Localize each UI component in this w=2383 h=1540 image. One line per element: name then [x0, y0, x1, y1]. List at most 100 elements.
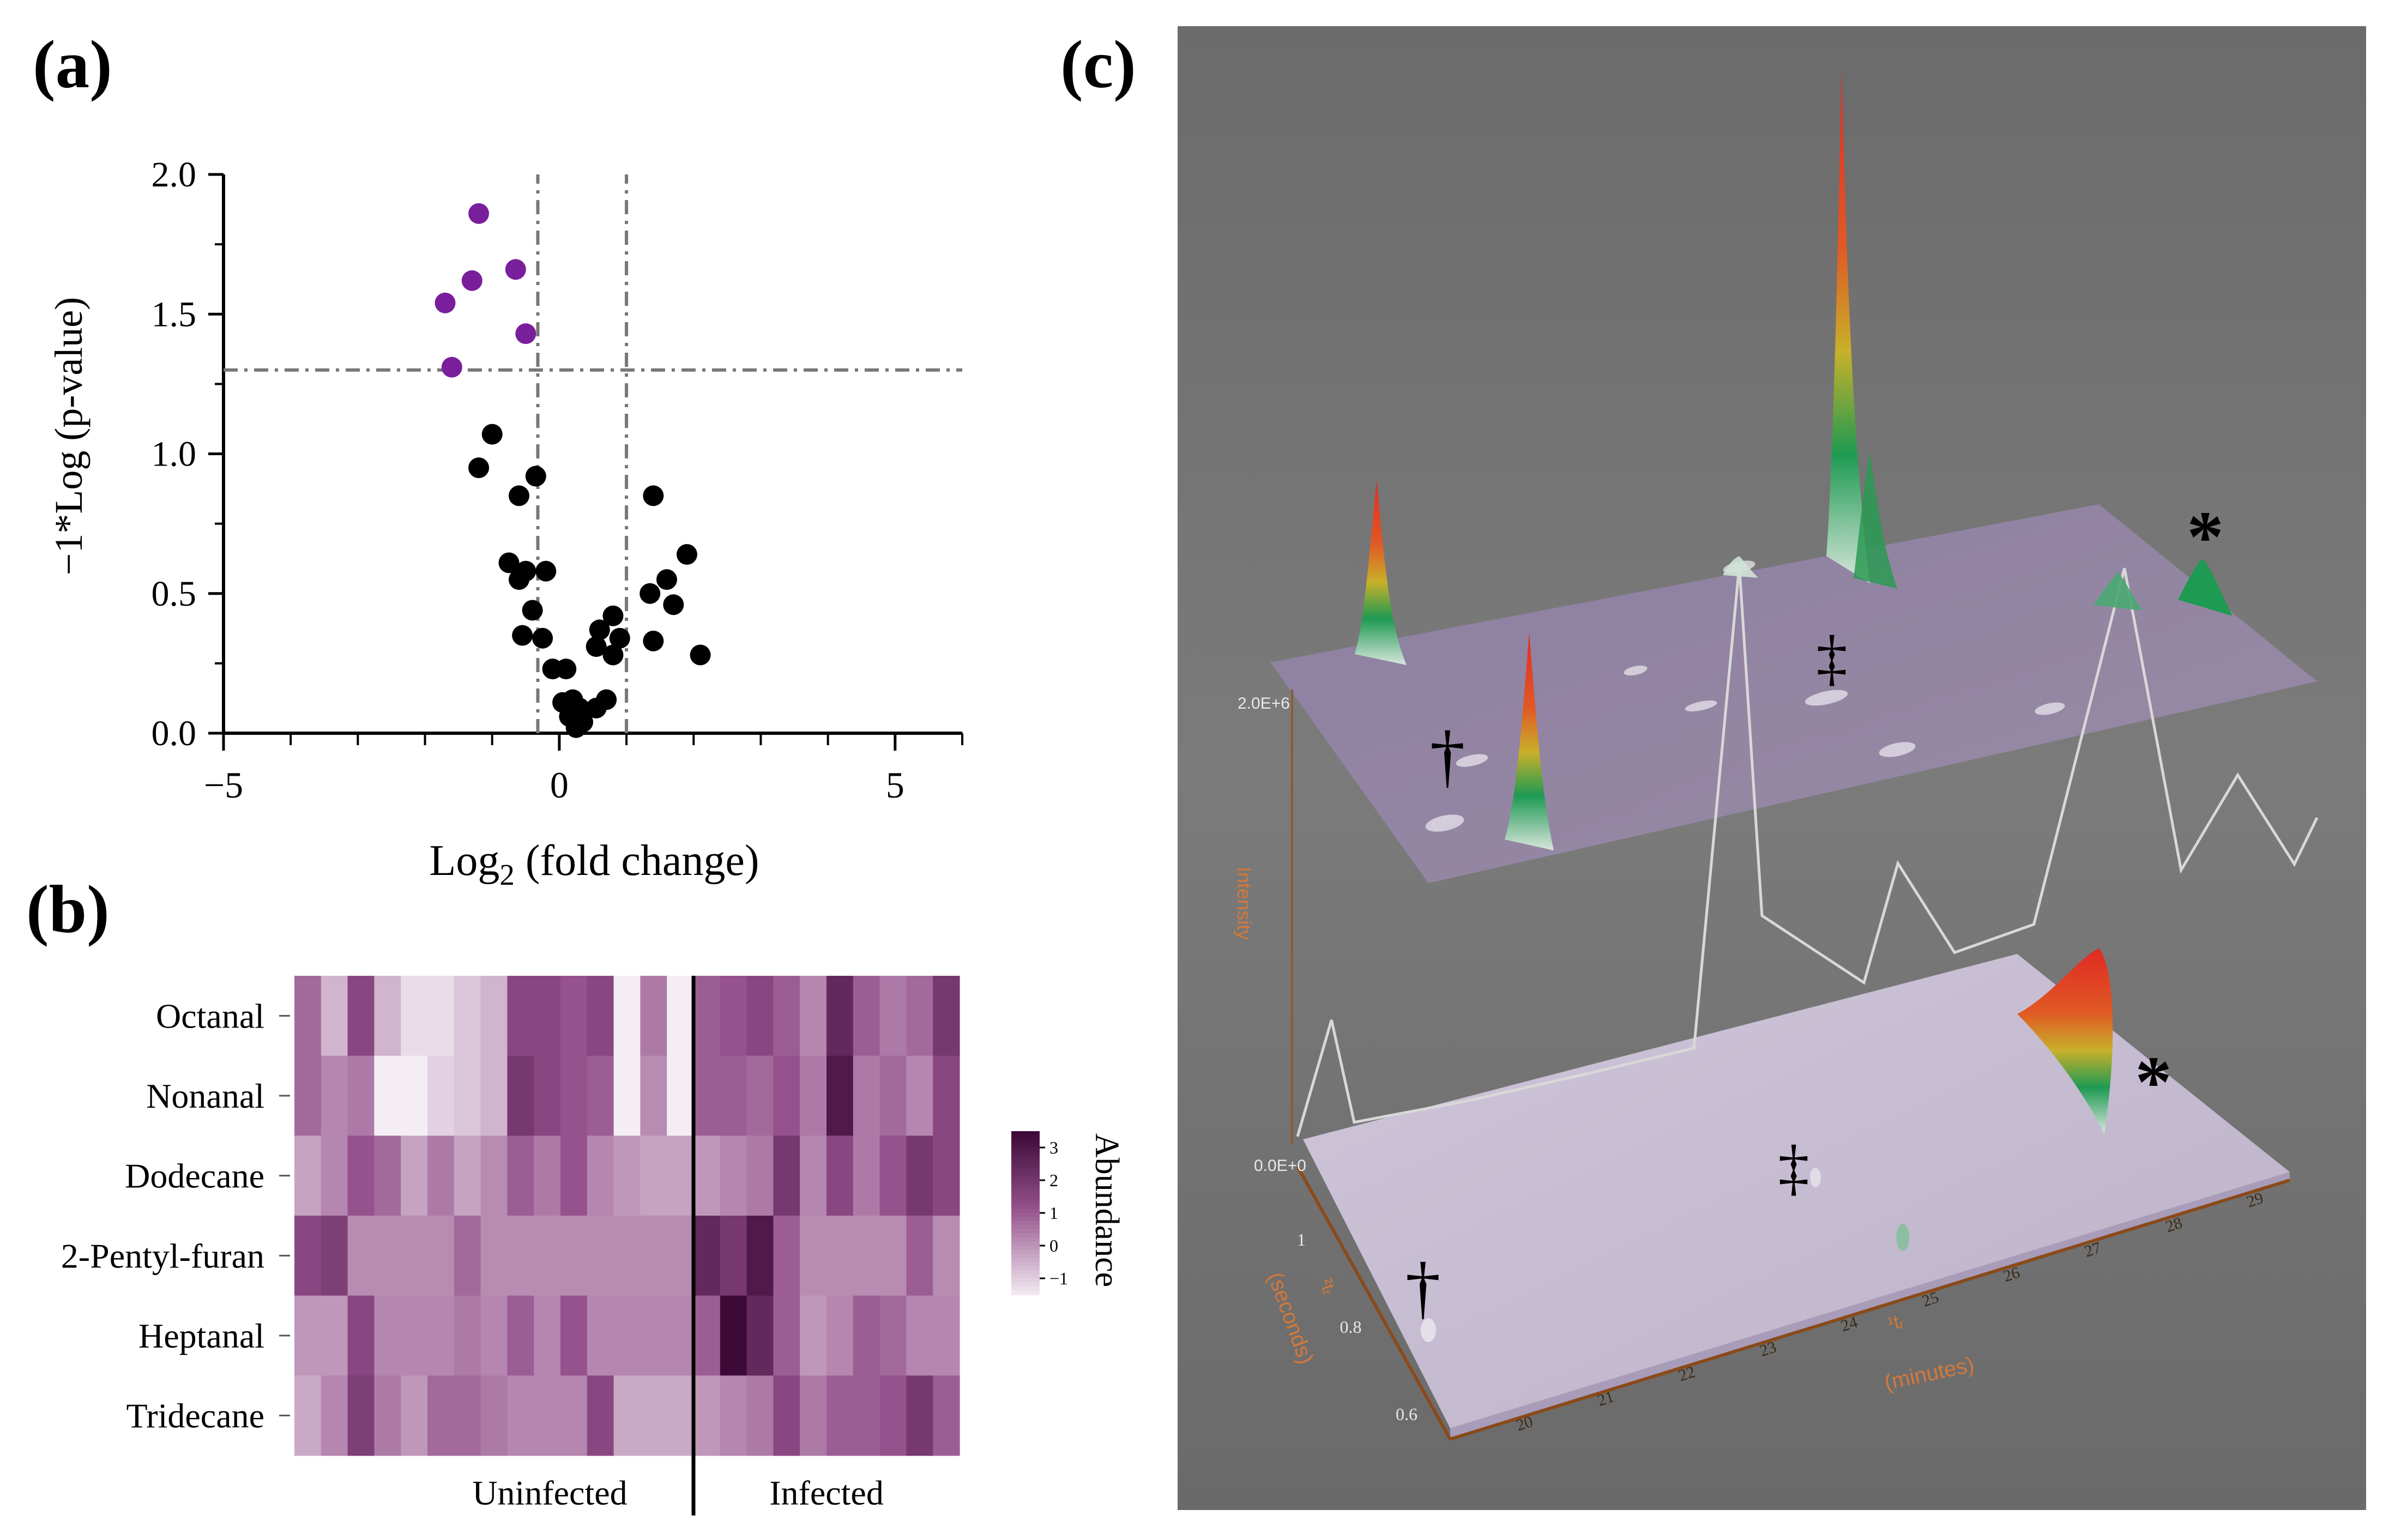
heatmap-cell: [800, 1375, 827, 1456]
marker-dagger-bottom: †: [1405, 1248, 1441, 1327]
heatmap-cell: [853, 1375, 880, 1456]
heatmap-legend-swatch: [1011, 1156, 1040, 1161]
heatmap-legend-swatch: [1011, 1143, 1040, 1148]
heatmap-cell: [640, 1375, 667, 1456]
heatmap-legend-swatch: [1011, 1176, 1040, 1181]
panel-a-label: (a): [33, 27, 112, 102]
volcano-y-tick-label: 1.5: [152, 294, 197, 334]
heatmap-cell: [321, 1375, 348, 1456]
heatmap-cell: [560, 976, 588, 1056]
volcano-point-significant: [435, 292, 456, 313]
d2-axis-line: [1296, 1165, 1452, 1440]
heatmap-cell: [720, 1216, 747, 1296]
heatmap-cell: [933, 1295, 960, 1376]
heatmap-cell: [321, 1055, 348, 1136]
bottom-minor-peak: [1810, 1168, 1821, 1187]
heatmap-legend-swatch: [1011, 1131, 1040, 1136]
bottom-peak-large: [2017, 949, 2113, 1134]
heatmap-cell: [401, 1295, 428, 1376]
heatmap-cell: [746, 1375, 774, 1456]
heatmap-cell: [321, 1295, 348, 1376]
heatmap-cell: [480, 1136, 508, 1216]
heatmap-cell: [906, 1295, 933, 1376]
volcano-x-tick-label: 0: [550, 764, 569, 806]
heatmap-cell: [773, 1216, 800, 1296]
volcano-point-nonsignificant: [643, 485, 664, 506]
heatmap-cell: [560, 1295, 588, 1376]
heatmap-cell: [853, 1295, 880, 1376]
heatmap-legend-swatch: [1011, 1241, 1040, 1246]
volcano-point-nonsignificant: [690, 644, 711, 666]
heatmap-cell: [401, 1055, 428, 1136]
marker-double-dagger-top: ‡: [1816, 623, 1848, 692]
heatmap-cell: [427, 1375, 455, 1456]
heatmap-legend-swatch: [1011, 1278, 1040, 1283]
volcano-point-nonsignificant: [643, 630, 664, 651]
top-peak-3-main: [1826, 68, 1870, 583]
heatmap-cell: [454, 1055, 481, 1136]
heatmap-legend-swatch: [1011, 1200, 1040, 1205]
heatmap-group-label: Uninfected: [472, 1473, 627, 1512]
d2-tick-label: 1: [1297, 1230, 1306, 1249]
volcano-x-axis-label-main: Log: [429, 837, 499, 885]
heatmap-cell: [560, 1216, 588, 1296]
heatmap-cell: [879, 1136, 907, 1216]
volcano-x-axis-label-rest: (fold change): [515, 837, 759, 885]
volcano-point-nonsignificant: [498, 552, 520, 573]
heatmap-cell: [720, 1055, 747, 1136]
heatmap-cell: [534, 1295, 561, 1376]
volcano-point-significant: [505, 259, 526, 280]
heatmap-cell: [507, 1136, 534, 1216]
heatmap-cell: [321, 1216, 348, 1296]
heatmap-cell: [347, 1136, 375, 1216]
d1-axis-line: [1450, 1179, 2290, 1441]
heatmap-cell: [933, 1055, 960, 1136]
heatmap-legend-swatch: [1011, 1164, 1040, 1169]
volcano-point-significant: [461, 270, 482, 291]
heatmap-cell: [347, 1055, 375, 1136]
heatmap-cell: [693, 1216, 721, 1296]
heatmap-row-label: Octanal: [156, 997, 264, 1035]
heatmap-cell: [401, 1375, 428, 1456]
heatmap-cell: [879, 1375, 907, 1456]
heatmap-cell: [427, 1055, 455, 1136]
heatmap-legend-swatch: [1011, 1197, 1040, 1201]
heatmap-cell: [294, 1375, 322, 1456]
heatmap-legend-swatch: [1011, 1159, 1040, 1164]
heatmap-cell: [853, 1136, 880, 1216]
heatmap-cell: [454, 1216, 481, 1296]
heatmap-cell: [800, 1136, 827, 1216]
heatmap-cell: [374, 1136, 401, 1216]
heatmap-legend-swatch: [1011, 1290, 1040, 1295]
heatmap-cell: [454, 1375, 481, 1456]
volcano-point-significant: [468, 203, 490, 224]
heatmap-legend-tick-label: 0: [1049, 1236, 1058, 1255]
heatmap-cell: [906, 1216, 933, 1296]
heatmap-cell: [613, 1136, 641, 1216]
heatmap-cell: [746, 1295, 774, 1376]
heatmap-cell: [480, 1216, 508, 1296]
heatmap-legend-swatch: [1011, 1139, 1040, 1144]
heatmap-cell: [800, 1295, 827, 1376]
bottom-surface-edge: [1450, 1172, 2290, 1439]
top-minor-peak: [1685, 700, 1717, 712]
volcano-point-nonsignificant: [535, 560, 557, 582]
heatmap-cell: [640, 1055, 667, 1136]
heatmap-cell: [347, 1295, 375, 1376]
heatmap-cell: [613, 1375, 641, 1456]
heatmap-cell: [906, 1375, 933, 1456]
volcano-point-nonsignificant: [509, 569, 529, 590]
heatmap-legend-swatch: [1011, 1205, 1040, 1210]
volcano-point-nonsignificant: [609, 627, 630, 649]
heatmap-legend-swatch: [1011, 1262, 1040, 1267]
heatmap-cell: [401, 976, 428, 1056]
volcano-point-nonsignificant: [525, 466, 546, 487]
heatmap-cell: [480, 1295, 508, 1376]
heatmap-cell: [640, 1216, 667, 1296]
volcano-point-nonsignificant: [602, 605, 624, 626]
heatmap-cell: [906, 1055, 933, 1136]
top-peak-5: [2094, 572, 2143, 611]
heatmap-legend-swatch: [1011, 1258, 1040, 1263]
volcano-point-nonsignificant: [586, 697, 607, 718]
volcano-point-nonsignificant: [532, 627, 553, 649]
